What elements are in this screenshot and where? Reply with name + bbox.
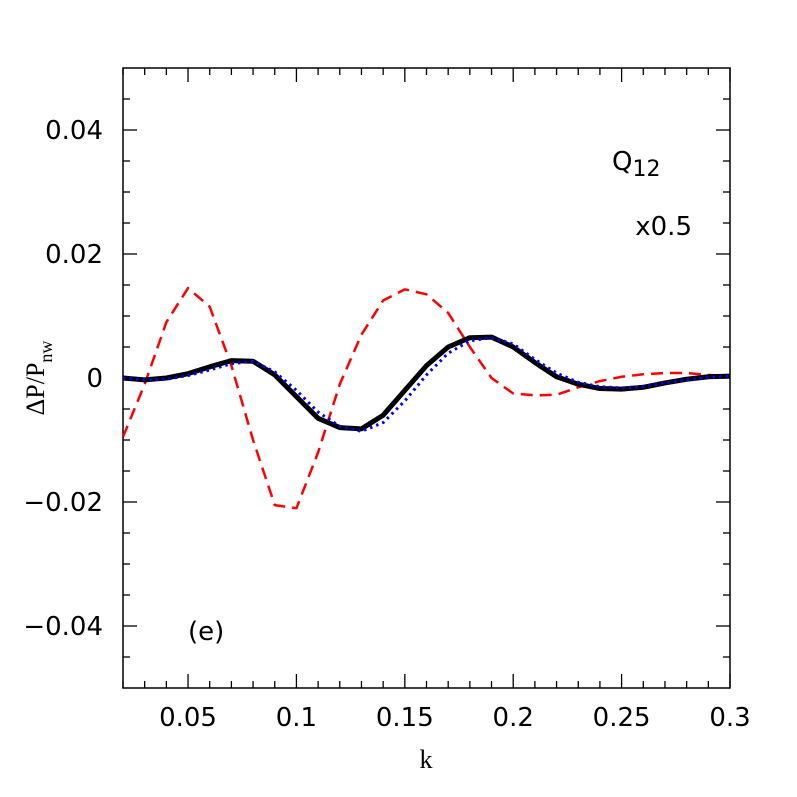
y-tick-label: −0.04	[23, 612, 103, 642]
y-tick-label: −0.02	[23, 488, 103, 518]
x-axis-label: k	[420, 745, 433, 774]
y-label-sub: nw	[36, 341, 56, 363]
annotation-q: Q12	[612, 147, 660, 182]
series-line	[122, 334, 731, 432]
annotation-q-main: Q	[612, 147, 632, 177]
annotation-scale: x0.5	[635, 212, 692, 242]
y-tick-label: 0.02	[45, 240, 103, 270]
y-axis-label: ΔP/Pnw	[21, 341, 56, 416]
y-tick-label: 0	[86, 364, 103, 394]
x-tick-label: 0.25	[593, 703, 651, 733]
x-tick-label: 0.2	[493, 703, 534, 733]
x-tick-label: 0.05	[159, 703, 217, 733]
y-label-main: ΔP/P	[21, 363, 50, 416]
series-line	[121, 286, 731, 510]
x-tick-label: 0.15	[376, 703, 434, 733]
x-tick-label: 0.3	[709, 703, 750, 733]
y-tick-label: 0.04	[45, 116, 103, 146]
series-line	[122, 336, 731, 433]
x-tick-label: 0.1	[276, 703, 317, 733]
panel-label: (e)	[188, 617, 224, 647]
annotation-q-sub: 12	[632, 157, 660, 182]
